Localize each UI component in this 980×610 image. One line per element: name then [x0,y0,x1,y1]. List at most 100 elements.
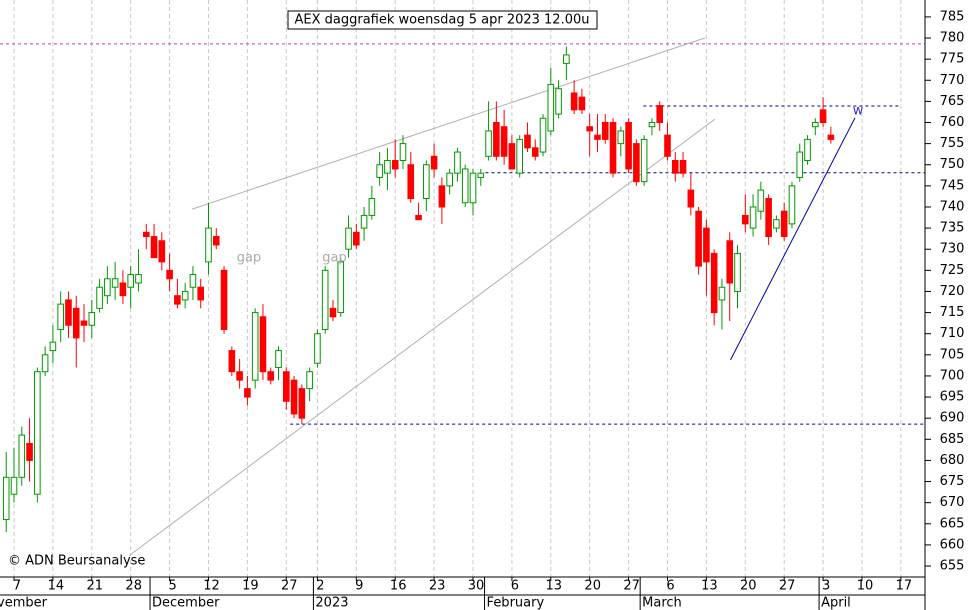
candle-body [617,130,625,145]
candle-body [142,231,150,238]
candle-body [749,206,757,229]
candle-body [664,134,671,157]
y-tick-label: 760 [940,115,965,130]
candle-body [594,134,601,140]
candle-body [609,121,617,174]
y-tick-label: 685 [940,432,965,447]
candle-body [353,231,360,246]
y-tick-label: 675 [940,474,965,489]
candle-body [812,121,819,128]
month-label: March [642,596,682,610]
x-tick-label: 2 [316,579,324,594]
candle-body [633,143,640,183]
candle-body [244,388,251,398]
candle-body [111,278,119,288]
candle-body [119,282,127,297]
y-tick-label: 670 [940,495,965,510]
x-tick-label: 27 [281,579,298,594]
x-tick-label: 13 [546,579,563,594]
candle-body [671,160,679,174]
candle-body [485,130,492,157]
chart-title: AEX daggrafiek woensdag 5 apr 2023 12.00… [295,13,590,28]
candle-body [423,164,430,200]
candle-body [780,210,788,238]
title-box [287,10,598,30]
y-tick-label: 715 [940,305,965,320]
candle-body [251,312,259,381]
candle-body [734,252,741,292]
candle-body [648,121,656,128]
y-tick-label: 690 [940,411,965,426]
candle-body [508,143,516,170]
candle-body [314,333,321,364]
candle-body [384,160,391,174]
x-tick-label: 12 [203,579,220,594]
candle-body [407,164,415,200]
trend-line [191,37,705,210]
candle-body [454,151,461,174]
plot-area: gap gap w [0,37,925,556]
candle-body [34,371,41,495]
candle-body [625,121,632,170]
candle-body [80,320,88,326]
y-tick-label: 775 [940,52,965,67]
candle-body [796,151,804,178]
candle-body [189,274,197,288]
x-tick-label: 19 [242,579,259,594]
candle-body [461,168,469,204]
candle-body [586,126,593,132]
candle-body [718,286,726,301]
candle-body [329,307,337,318]
candle-body [687,189,695,208]
candle-body [524,134,531,149]
candle-body [555,88,562,115]
candle-body [531,147,539,157]
candle-body [703,227,710,263]
y-tick-label: 780 [940,31,965,46]
month-label: April [821,596,851,610]
candle-body [345,227,352,250]
candle-body [49,341,57,352]
candle-body [788,185,796,225]
candle-body [65,299,72,326]
candle-body [493,121,500,157]
candle-body [2,476,10,521]
x-tick-label: 27 [623,579,640,594]
x-tick-label: 3 [822,579,830,594]
candle-body [96,286,103,309]
candle-body [228,350,236,373]
candle-body [563,54,570,64]
x-tick-label: 21 [87,579,104,594]
candle-body [166,269,173,280]
x-tick-label: 5 [168,579,176,594]
y-tick-label: 750 [940,157,965,172]
candle-body [220,269,228,330]
trend-line [730,117,856,361]
candle-body [212,236,220,246]
x-tick-label: 20 [584,579,601,594]
candle-body [757,189,765,212]
x-tick-label: 10 [857,579,874,594]
candle-body [741,214,749,225]
candle-body [656,105,664,123]
x-tick-label: 28 [125,579,142,594]
candle-body [804,138,811,162]
candle-body [10,476,18,495]
candle-body [547,83,555,132]
candle-body [104,278,111,297]
candle-body [298,388,306,419]
candle-body [41,354,49,373]
candle-body [275,350,282,368]
candle-body [368,198,376,216]
candle-body [516,138,523,174]
candle-body [57,303,64,330]
y-tick-label: 785 [940,9,965,24]
y-tick-label: 745 [940,178,965,193]
candle-body [469,172,477,204]
candle-body [819,109,827,123]
annotation: gap [237,251,261,266]
candle-body [174,295,181,305]
candle-body [205,227,212,263]
